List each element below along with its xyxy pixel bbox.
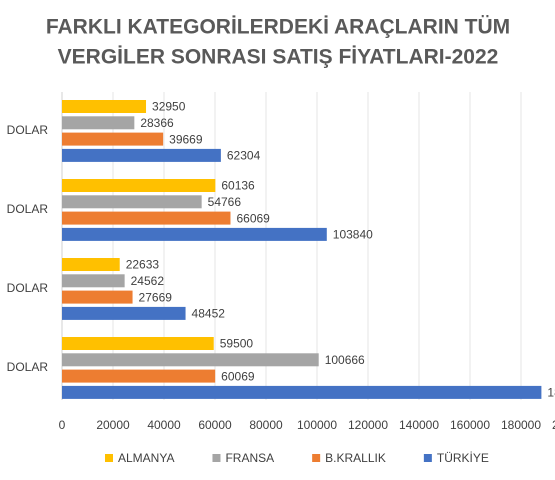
bar xyxy=(62,195,202,209)
bar xyxy=(62,258,120,271)
chart-title: FARKLI KATEGORİLERDEKİ ARAÇLARIN TÜM xyxy=(46,16,510,39)
category-label: DOLAR xyxy=(7,123,49,137)
legend-swatch xyxy=(312,454,321,462)
value-label: 188000 xyxy=(547,386,555,400)
value-label: 27669 xyxy=(139,290,173,304)
bar xyxy=(62,369,216,383)
legend-swatch xyxy=(105,454,113,462)
value-label: 100666 xyxy=(325,353,365,367)
bar xyxy=(62,290,133,304)
x-tick-label: 80000 xyxy=(249,418,283,432)
value-label: 24562 xyxy=(131,274,165,288)
x-tick-label: 0 xyxy=(59,418,66,432)
bar xyxy=(62,353,319,367)
value-label: 103840 xyxy=(333,228,373,242)
value-label: 28366 xyxy=(140,116,174,130)
value-label: 59500 xyxy=(220,337,254,351)
bar xyxy=(62,116,135,130)
x-tick-label: 140000 xyxy=(399,418,439,432)
bar xyxy=(62,148,221,162)
legend-label: FRANSA xyxy=(225,451,274,465)
value-label: 60069 xyxy=(221,369,255,383)
value-label: 60136 xyxy=(221,179,255,193)
legend-label: ALMANYA xyxy=(118,451,174,465)
bar xyxy=(62,337,214,350)
legend-swatch xyxy=(423,454,432,462)
category-label: DOLAR xyxy=(7,281,49,295)
x-tick-label: 200000 xyxy=(552,418,555,432)
value-label: 54766 xyxy=(208,195,242,209)
chart-title: VERGİLER SONRASI SATIŞ FİYATLARI-2022 xyxy=(58,46,499,69)
x-tick-label: 120000 xyxy=(348,418,388,432)
bar xyxy=(62,132,164,146)
x-tick-label: 60000 xyxy=(198,418,232,432)
value-label: 66069 xyxy=(236,211,270,225)
bar xyxy=(62,100,147,113)
category-label: DOLAR xyxy=(7,202,49,216)
x-tick-label: 160000 xyxy=(450,418,490,432)
value-label: 48452 xyxy=(192,307,226,321)
legend-label: B.KRALLIK xyxy=(325,451,386,465)
value-label: 62304 xyxy=(227,149,261,163)
value-label: 32950 xyxy=(152,100,186,114)
value-label: 22633 xyxy=(126,258,160,272)
x-tick-label: 40000 xyxy=(147,418,181,432)
legend-label: TÜRKİYE xyxy=(437,451,489,465)
value-label: 39669 xyxy=(169,132,203,146)
bar xyxy=(62,385,542,399)
legend-swatch xyxy=(212,454,221,462)
bar xyxy=(62,227,327,241)
bar xyxy=(62,306,186,320)
bar xyxy=(62,274,125,288)
category-label: DOLAR xyxy=(7,360,49,374)
x-tick-label: 180000 xyxy=(501,418,541,432)
bar xyxy=(62,179,216,192)
x-tick-label: 100000 xyxy=(297,418,337,432)
x-tick-label: 20000 xyxy=(96,418,130,432)
bar xyxy=(62,211,231,225)
